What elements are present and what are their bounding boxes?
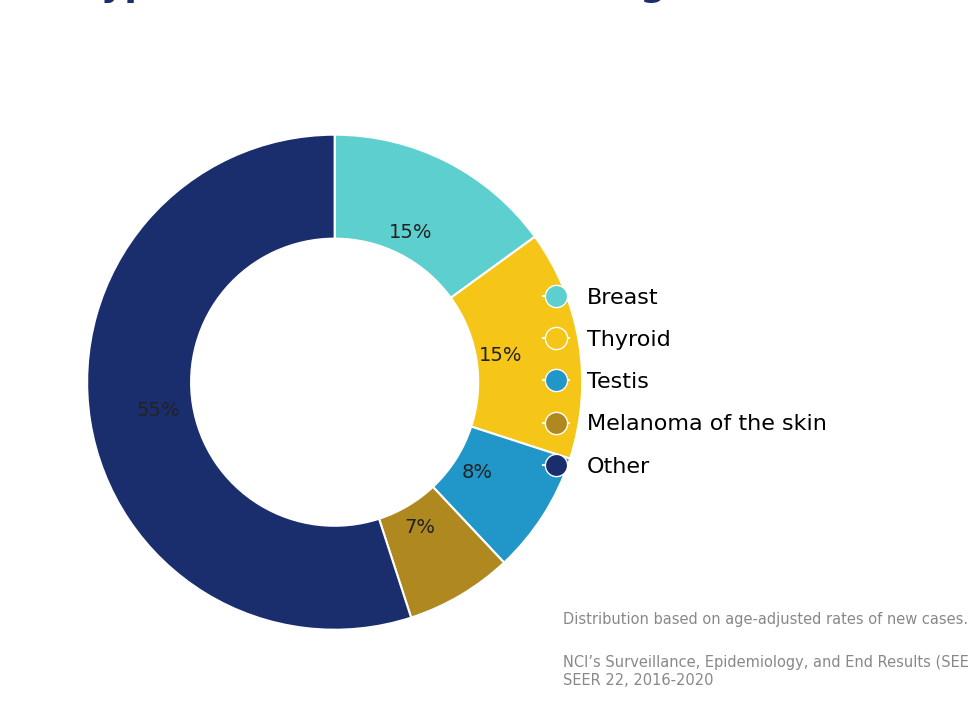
Text: 7%: 7% (404, 518, 435, 537)
Text: 55%: 55% (137, 400, 180, 419)
Legend: Breast, Thyroid, Testis, Melanoma of the skin, Other: Breast, Thyroid, Testis, Melanoma of the… (531, 277, 837, 488)
Text: 15%: 15% (479, 347, 522, 365)
Text: Distribution based on age-adjusted rates of new cases.: Distribution based on age-adjusted rates… (562, 612, 967, 627)
Wedge shape (87, 135, 411, 630)
Wedge shape (334, 135, 534, 298)
Title: Common types of new cancers among AYAs: Common types of new cancers among AYAs (0, 0, 774, 2)
Text: NCI’s Surveillance, Epidemiology, and End Results (SEER) Program
SEER 22, 2016-2: NCI’s Surveillance, Epidemiology, and En… (562, 655, 969, 688)
Text: 15%: 15% (389, 223, 432, 242)
Text: 8%: 8% (461, 463, 491, 482)
Wedge shape (451, 237, 581, 459)
Wedge shape (432, 427, 570, 563)
Wedge shape (379, 487, 504, 617)
